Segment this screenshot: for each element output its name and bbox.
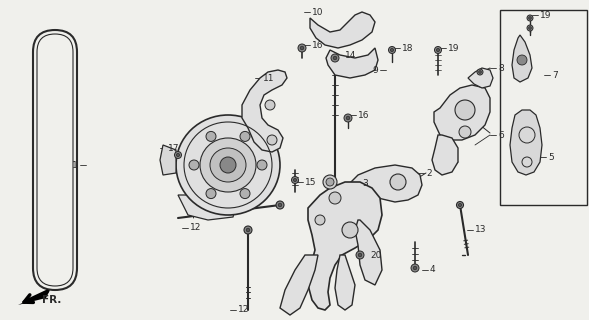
Text: 11: 11 — [263, 74, 274, 83]
Circle shape — [436, 48, 439, 52]
Text: 4: 4 — [430, 266, 436, 275]
Circle shape — [458, 204, 462, 207]
Polygon shape — [434, 85, 490, 140]
Circle shape — [240, 132, 250, 141]
Circle shape — [315, 215, 325, 225]
Circle shape — [326, 178, 334, 186]
Text: 7: 7 — [552, 70, 558, 79]
Ellipse shape — [176, 115, 280, 215]
Polygon shape — [468, 68, 493, 88]
Ellipse shape — [220, 157, 236, 173]
Circle shape — [267, 135, 277, 145]
Text: 17: 17 — [168, 143, 180, 153]
Circle shape — [391, 48, 393, 52]
Circle shape — [189, 160, 199, 170]
Text: 13: 13 — [475, 226, 487, 235]
Ellipse shape — [210, 148, 246, 182]
Circle shape — [527, 15, 533, 21]
Circle shape — [174, 151, 181, 158]
Text: 6: 6 — [498, 131, 504, 140]
Text: 12: 12 — [190, 223, 201, 233]
Circle shape — [456, 202, 464, 209]
Circle shape — [459, 126, 471, 138]
Circle shape — [411, 264, 419, 272]
Text: 5: 5 — [548, 153, 554, 162]
Circle shape — [333, 56, 337, 60]
Circle shape — [240, 188, 250, 199]
Circle shape — [455, 100, 475, 120]
Text: 18: 18 — [402, 44, 413, 52]
Text: 14: 14 — [345, 51, 356, 60]
Text: 19: 19 — [540, 11, 551, 20]
Text: 1: 1 — [72, 161, 78, 170]
Circle shape — [278, 203, 282, 207]
Circle shape — [177, 153, 180, 156]
Text: 3: 3 — [362, 179, 368, 188]
Circle shape — [206, 188, 216, 199]
Polygon shape — [310, 12, 375, 48]
Polygon shape — [308, 182, 382, 310]
Circle shape — [389, 46, 395, 53]
Ellipse shape — [200, 138, 256, 192]
Circle shape — [517, 55, 527, 65]
Polygon shape — [355, 220, 382, 285]
Circle shape — [293, 179, 297, 181]
Bar — [500, 10, 587, 205]
Polygon shape — [18, 290, 50, 305]
Circle shape — [390, 174, 406, 190]
Polygon shape — [326, 48, 378, 78]
Text: 10: 10 — [312, 7, 323, 17]
Circle shape — [413, 266, 417, 270]
Text: 16: 16 — [312, 41, 323, 50]
Text: 12: 12 — [238, 306, 249, 315]
Circle shape — [358, 253, 362, 257]
Circle shape — [529, 27, 531, 29]
Text: 20: 20 — [370, 251, 381, 260]
Polygon shape — [512, 35, 532, 82]
Circle shape — [479, 71, 481, 73]
Circle shape — [356, 251, 364, 259]
Polygon shape — [510, 110, 542, 175]
Text: 19: 19 — [448, 44, 459, 52]
Circle shape — [342, 222, 358, 238]
Circle shape — [344, 114, 352, 122]
Text: 2: 2 — [426, 169, 432, 178]
Circle shape — [346, 116, 350, 120]
Circle shape — [276, 201, 284, 209]
Circle shape — [292, 177, 299, 183]
Polygon shape — [178, 195, 238, 220]
Circle shape — [246, 228, 250, 232]
Circle shape — [257, 160, 267, 170]
Polygon shape — [432, 135, 458, 175]
Circle shape — [331, 54, 339, 62]
Circle shape — [435, 46, 442, 53]
Circle shape — [206, 132, 216, 141]
Circle shape — [244, 226, 252, 234]
Circle shape — [529, 17, 531, 19]
Polygon shape — [335, 255, 355, 310]
Polygon shape — [242, 70, 287, 152]
Text: 16: 16 — [358, 110, 369, 119]
Circle shape — [477, 69, 483, 75]
Polygon shape — [348, 165, 422, 202]
Circle shape — [527, 25, 533, 31]
Circle shape — [329, 192, 341, 204]
Polygon shape — [280, 255, 318, 315]
Polygon shape — [160, 145, 176, 175]
Circle shape — [323, 175, 337, 189]
Text: 9: 9 — [372, 66, 378, 75]
Circle shape — [300, 46, 304, 50]
Text: 8: 8 — [498, 63, 504, 73]
Text: FR.: FR. — [42, 295, 61, 305]
Circle shape — [265, 100, 275, 110]
Text: 15: 15 — [305, 178, 316, 187]
Circle shape — [298, 44, 306, 52]
